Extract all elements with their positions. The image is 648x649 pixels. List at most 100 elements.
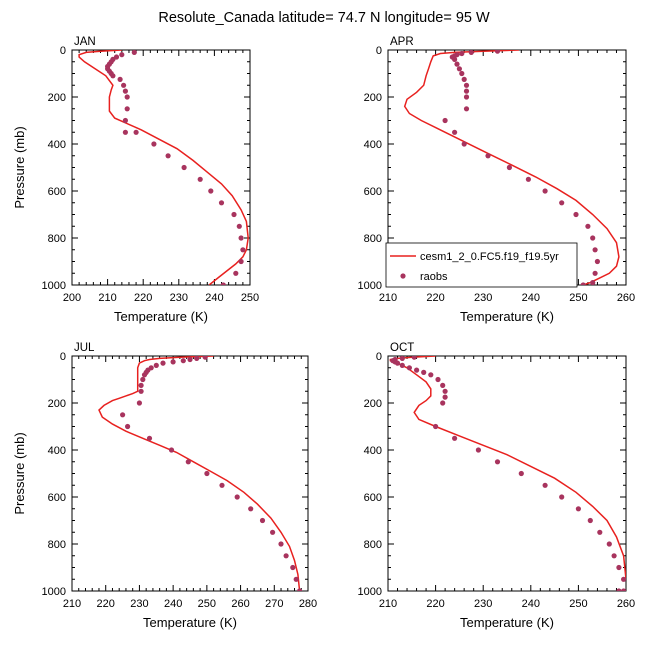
obs-point <box>573 211 579 218</box>
obs-point <box>590 280 596 285</box>
plot-frame <box>387 355 627 592</box>
y-tick-label: 0 <box>376 45 382 57</box>
x-tick-label: 250 <box>241 292 259 304</box>
x-tick-label: 260 <box>617 598 635 610</box>
obs-point <box>394 360 401 366</box>
y-tick-label: 400 <box>364 445 382 457</box>
obs-point <box>146 435 153 441</box>
obs-point <box>485 153 491 159</box>
panel-title: JAN <box>74 36 96 48</box>
obs-point <box>454 61 460 67</box>
obs-point <box>136 400 142 406</box>
obs-point <box>165 153 171 159</box>
obs-point <box>122 88 128 94</box>
obs-point <box>542 482 548 488</box>
obs-point <box>411 356 417 360</box>
obs-point <box>270 529 276 535</box>
y-tick-label: 200 <box>48 398 66 410</box>
obs-point <box>181 164 187 171</box>
obs-point <box>238 235 244 241</box>
obs-point <box>506 164 512 171</box>
obs-point <box>542 188 548 194</box>
obs-point <box>119 52 125 58</box>
x-tick-label: 250 <box>569 292 587 304</box>
obs-point <box>238 258 244 265</box>
obs-point <box>208 188 214 194</box>
obs-point <box>297 588 303 591</box>
obs-point <box>197 176 203 182</box>
x-tick-label: 210 <box>98 292 116 304</box>
y-tick-label: 1000 <box>358 586 382 598</box>
obs-point <box>283 553 289 559</box>
obs-point <box>459 50 465 57</box>
x-tick-label: 220 <box>426 598 444 610</box>
x-axis-label: Temperature (K) <box>460 615 554 630</box>
obs-point <box>440 400 446 406</box>
obs-point <box>122 129 128 135</box>
y-tick-label: 1000 <box>42 280 66 292</box>
x-tick-label: 270 <box>265 598 283 610</box>
obs-point <box>185 459 191 465</box>
y-axis-label: Pressure (mb) <box>12 126 27 208</box>
panel-jul: JUL 210 220 230 240 250 260 270 280 0 200 400 600 800… <box>12 342 317 630</box>
y-tick-label: 800 <box>364 233 382 245</box>
x-tick-label: 210 <box>379 292 397 304</box>
x-axis-label: Temperature (K) <box>143 615 237 630</box>
x-tick-label: 280 <box>299 598 317 610</box>
x-tick-label: 200 <box>63 292 81 304</box>
y-tick-label: 800 <box>364 539 382 551</box>
plot-area <box>78 50 249 285</box>
obs-point <box>461 76 467 82</box>
obs-point <box>456 66 462 72</box>
obs-point <box>240 247 246 253</box>
obs-point <box>597 529 603 535</box>
obs-point <box>592 270 598 276</box>
obs-point <box>259 517 266 524</box>
plot-frame <box>71 49 251 286</box>
plot-area <box>98 356 303 591</box>
obs-point <box>168 447 175 453</box>
legend-obs-label: raobs <box>420 271 448 283</box>
obs-point <box>140 376 146 383</box>
plot-area <box>389 356 626 591</box>
obs-point <box>461 141 467 147</box>
obs-point <box>160 360 166 366</box>
x-tick-label: 220 <box>426 292 444 304</box>
obs-point <box>187 356 193 363</box>
obs-point <box>587 517 593 524</box>
obs-point <box>120 412 126 418</box>
x-tick-label: 230 <box>474 292 492 304</box>
y-tick-label: 400 <box>48 139 66 151</box>
obs-point <box>525 176 532 182</box>
x-tick-label: 210 <box>379 598 397 610</box>
obs-point <box>433 423 439 430</box>
obs-point <box>475 447 481 453</box>
obs-point <box>248 506 254 512</box>
obs-point <box>459 70 465 77</box>
x-tick-label: 240 <box>164 598 182 610</box>
obs-point <box>442 394 448 400</box>
obs-point <box>611 553 617 559</box>
x-tick-label: 250 <box>198 598 216 610</box>
obs-point <box>399 362 405 368</box>
obs-point <box>592 247 598 253</box>
x-tick-label: 240 <box>522 292 540 304</box>
obs-point <box>518 470 524 477</box>
y-tick-label: 800 <box>48 539 66 551</box>
figure-title: Resolute_Canada latitude= 74.7 N longitu… <box>158 10 490 26</box>
panel-title: OCT <box>390 342 414 354</box>
y-tick-label: 200 <box>364 92 382 104</box>
obs-point <box>124 94 130 100</box>
obs-point <box>494 459 501 465</box>
y-tick-label: 0 <box>376 351 382 363</box>
y-tick-label: 400 <box>364 139 382 151</box>
obs-point <box>435 376 441 383</box>
obs-point <box>406 365 412 371</box>
y-tick-label: 1000 <box>42 586 66 598</box>
obs-point <box>236 223 242 229</box>
obs-point <box>204 470 210 477</box>
obs-point <box>463 94 470 100</box>
y-axis-label: Pressure (mb) <box>12 432 27 514</box>
obs-point <box>463 88 470 94</box>
